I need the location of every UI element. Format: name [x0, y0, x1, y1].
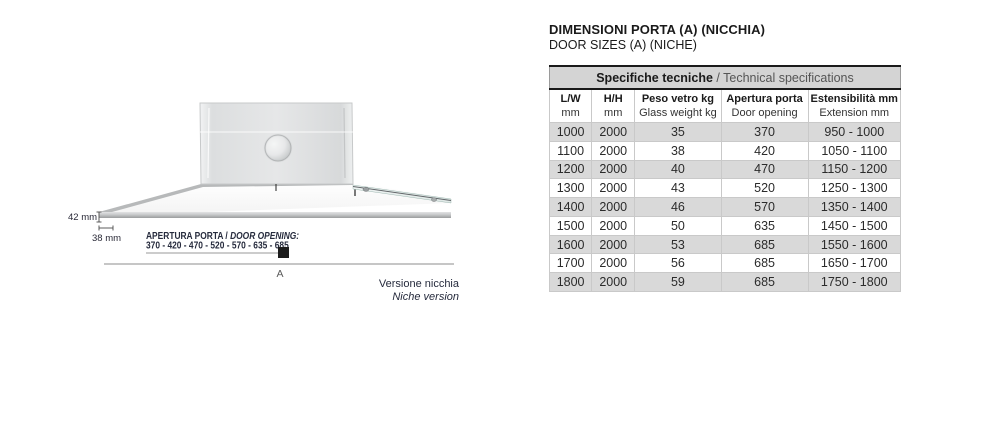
svg-text:A: A [276, 268, 283, 280]
svg-text:38 mm: 38 mm [92, 233, 121, 244]
svg-text:42 mm: 42 mm [68, 212, 97, 223]
svg-text:Versione nicchia: Versione nicchia [379, 278, 460, 290]
svg-text:Niche version: Niche version [392, 291, 459, 303]
svg-text:370 - 420 - 470 - 520 - 570 -: 370 - 420 - 470 - 520 - 570 - 635 - 685 [146, 240, 289, 252]
